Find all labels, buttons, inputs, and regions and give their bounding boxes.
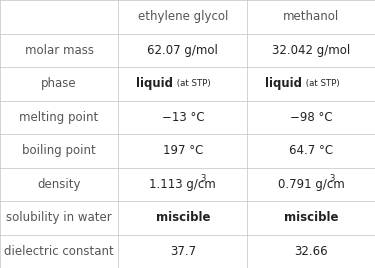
Text: −98 °C: −98 °C [290, 111, 333, 124]
Text: ethylene glycol: ethylene glycol [138, 10, 228, 23]
Text: phase: phase [41, 77, 77, 90]
Text: 32.66: 32.66 [294, 245, 328, 258]
Text: density: density [37, 178, 81, 191]
Text: (at STP): (at STP) [303, 79, 339, 88]
Text: 37.7: 37.7 [170, 245, 196, 258]
Text: boiling point: boiling point [22, 144, 96, 157]
Text: 62.07 g/mol: 62.07 g/mol [147, 44, 218, 57]
Text: molar mass: molar mass [25, 44, 94, 57]
Text: 3: 3 [329, 174, 334, 183]
Text: −13 °C: −13 °C [162, 111, 204, 124]
Text: 3: 3 [201, 174, 206, 183]
Text: 1.113 g/cm: 1.113 g/cm [149, 178, 216, 191]
Text: 64.7 °C: 64.7 °C [289, 144, 333, 157]
Text: miscible: miscible [284, 211, 339, 224]
Text: melting point: melting point [20, 111, 99, 124]
Text: 0.791 g/cm: 0.791 g/cm [278, 178, 345, 191]
Text: 32.042 g/mol: 32.042 g/mol [272, 44, 350, 57]
Text: 197 °C: 197 °C [163, 144, 203, 157]
Text: methanol: methanol [283, 10, 339, 23]
Text: (at STP): (at STP) [174, 79, 211, 88]
Text: solubility in water: solubility in water [6, 211, 112, 224]
Text: dielectric constant: dielectric constant [4, 245, 114, 258]
Text: liquid: liquid [265, 77, 302, 90]
Text: miscible: miscible [156, 211, 210, 224]
Text: liquid: liquid [136, 77, 173, 90]
